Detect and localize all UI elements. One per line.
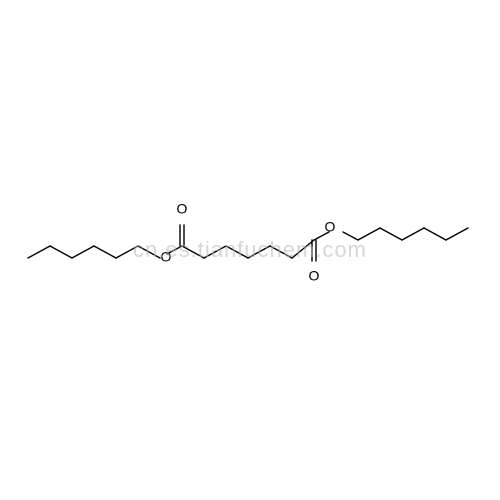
bond: [424, 228, 446, 240]
bond: [358, 228, 380, 240]
atom-label-O3: O: [309, 268, 320, 284]
bond: [204, 246, 226, 258]
bond: [94, 246, 116, 258]
atom-label-O4: O: [325, 219, 336, 235]
bond: [182, 246, 204, 258]
bond: [380, 228, 402, 240]
bond: [28, 246, 50, 258]
bond: [292, 240, 314, 258]
bond: [50, 246, 72, 258]
bond: [270, 246, 292, 258]
bond: [343, 232, 358, 240]
atom-label-O1: O: [177, 201, 188, 217]
bond: [446, 228, 468, 240]
bond: [72, 246, 94, 258]
molecule-diagram: O O O O: [0, 0, 500, 500]
bond: [138, 246, 160, 258]
bond: [248, 246, 270, 258]
bond-group: [28, 225, 468, 261]
atom-label-group: O O O O: [161, 201, 336, 284]
bond: [226, 246, 248, 258]
bond: [402, 228, 424, 240]
bond: [116, 246, 138, 258]
atom-label-O2: O: [161, 249, 172, 265]
